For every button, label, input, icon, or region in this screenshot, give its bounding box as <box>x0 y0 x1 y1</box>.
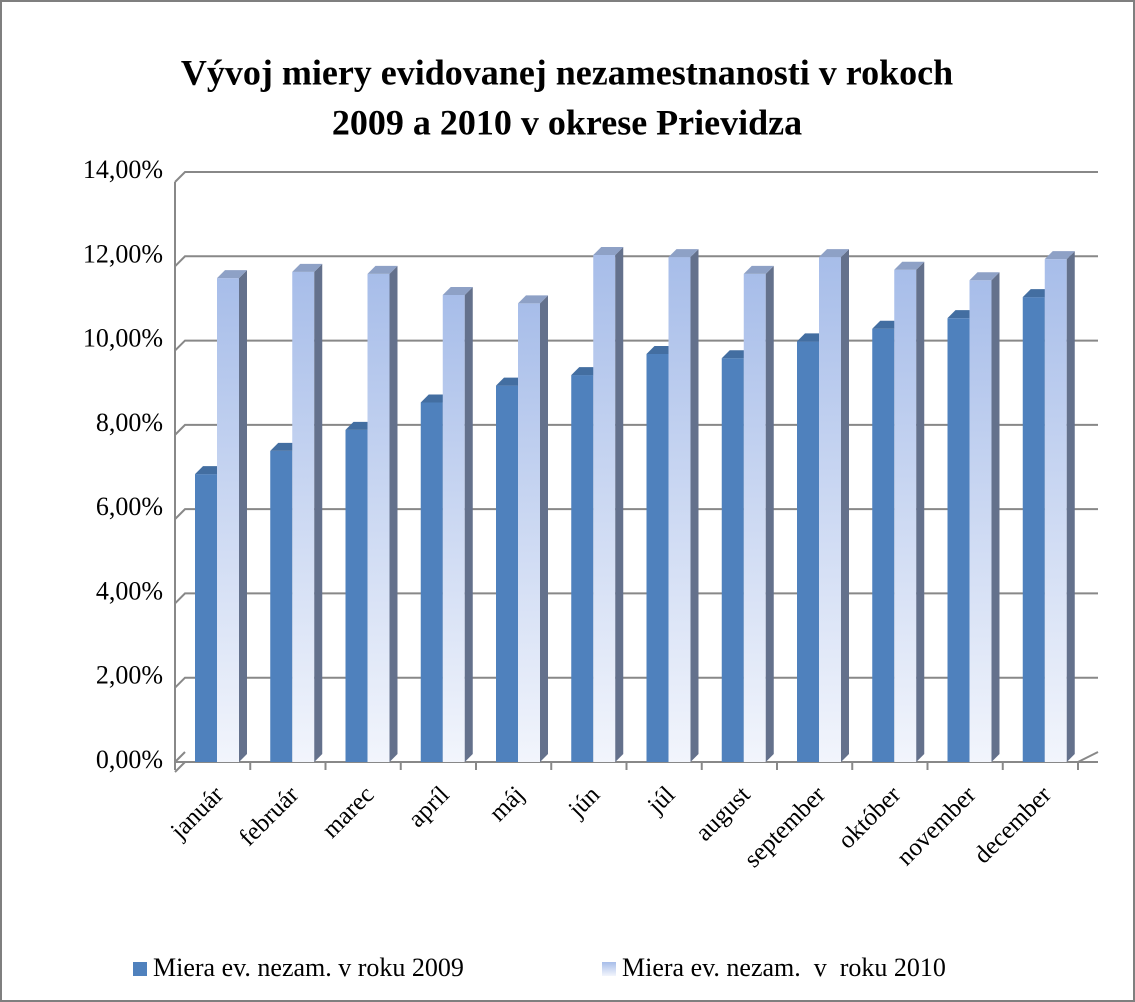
bar-side <box>841 249 849 763</box>
y-tick-label: 6,00% <box>96 492 163 521</box>
bar-top <box>217 270 247 279</box>
bar-top <box>969 272 1000 281</box>
bar-front <box>571 375 594 762</box>
bar-side <box>690 249 699 763</box>
bar-front <box>1022 297 1045 762</box>
y-tick-label: 2,00% <box>96 661 163 690</box>
bar <box>292 263 323 762</box>
legend-label: Miera ev. nezam. v roku 2010 <box>622 953 946 982</box>
bar-top <box>292 263 323 272</box>
bar-front <box>496 385 518 762</box>
bar <box>442 287 473 762</box>
bar-front <box>593 254 616 762</box>
bar-side <box>615 246 624 762</box>
bar-side <box>464 287 473 762</box>
bar-side <box>239 270 247 762</box>
bar-side <box>540 295 548 762</box>
bar-front <box>721 358 744 762</box>
bar-front <box>872 328 895 762</box>
grid-line <box>174 676 1098 689</box>
bar <box>217 270 247 762</box>
bar-front <box>345 429 368 762</box>
bar-front <box>947 318 970 762</box>
y-tick-label: 8,00% <box>96 408 163 437</box>
y-tick-label: 10,00% <box>83 324 163 353</box>
bar-front <box>819 257 841 762</box>
chart-title: 2009 a 2010 v okrese Prievidza <box>332 102 802 142</box>
bar-front <box>292 271 315 762</box>
bar-front <box>367 273 390 762</box>
bar <box>518 295 548 762</box>
bar-front <box>969 280 992 762</box>
bar-front <box>442 295 465 762</box>
grid-line <box>174 508 1098 520</box>
grid-line <box>174 171 1098 183</box>
bar-top <box>1044 251 1075 260</box>
bar-top <box>819 249 849 258</box>
bar <box>367 265 398 762</box>
x-axis-depth <box>1077 751 1099 763</box>
y-tick-label: 14,00% <box>83 155 163 184</box>
bar-side <box>916 261 925 762</box>
bar-front <box>797 341 819 762</box>
chart-title: Vývoj miery evidovanej nezamestnanosti v… <box>181 52 953 92</box>
bar-front <box>270 450 293 762</box>
y-tick-label: 4,00% <box>96 576 163 605</box>
bar-front <box>646 354 669 762</box>
legend-label: Miera ev. nezam. v roku 2009 <box>153 953 464 982</box>
bar-front <box>894 269 917 762</box>
grid-line <box>174 592 1098 605</box>
bar <box>1044 251 1075 762</box>
y-tick-label: 0,00% <box>96 745 163 774</box>
bar-front <box>195 474 217 762</box>
bar-side <box>389 265 398 762</box>
bar-side <box>765 265 774 762</box>
grid-line <box>174 255 1098 267</box>
y-tick-label: 12,00% <box>83 239 163 268</box>
bar <box>819 249 849 763</box>
bar-top <box>668 249 699 258</box>
bar-top <box>593 246 624 255</box>
axis-wall <box>174 751 186 763</box>
bar-top <box>367 265 398 274</box>
bar <box>743 265 774 762</box>
bar-top <box>442 287 473 295</box>
bar-top <box>518 295 548 304</box>
bar-front <box>420 402 443 762</box>
bar-side <box>1066 251 1075 762</box>
bar-front <box>668 257 691 762</box>
bar <box>593 246 624 762</box>
bar <box>894 261 925 762</box>
bar <box>668 249 699 763</box>
bar-front <box>518 303 540 762</box>
grid-line <box>174 423 1098 436</box>
grid-line <box>174 339 1098 352</box>
bar-side <box>314 263 323 762</box>
bar-top <box>894 261 925 270</box>
bar-front <box>217 278 239 762</box>
bar-front <box>1044 259 1067 762</box>
bar-top <box>743 265 774 274</box>
legend-swatch <box>602 962 616 976</box>
bar-front <box>743 273 766 762</box>
legend-swatch <box>133 962 147 976</box>
bar <box>969 272 1000 762</box>
bar-side <box>991 272 1000 762</box>
